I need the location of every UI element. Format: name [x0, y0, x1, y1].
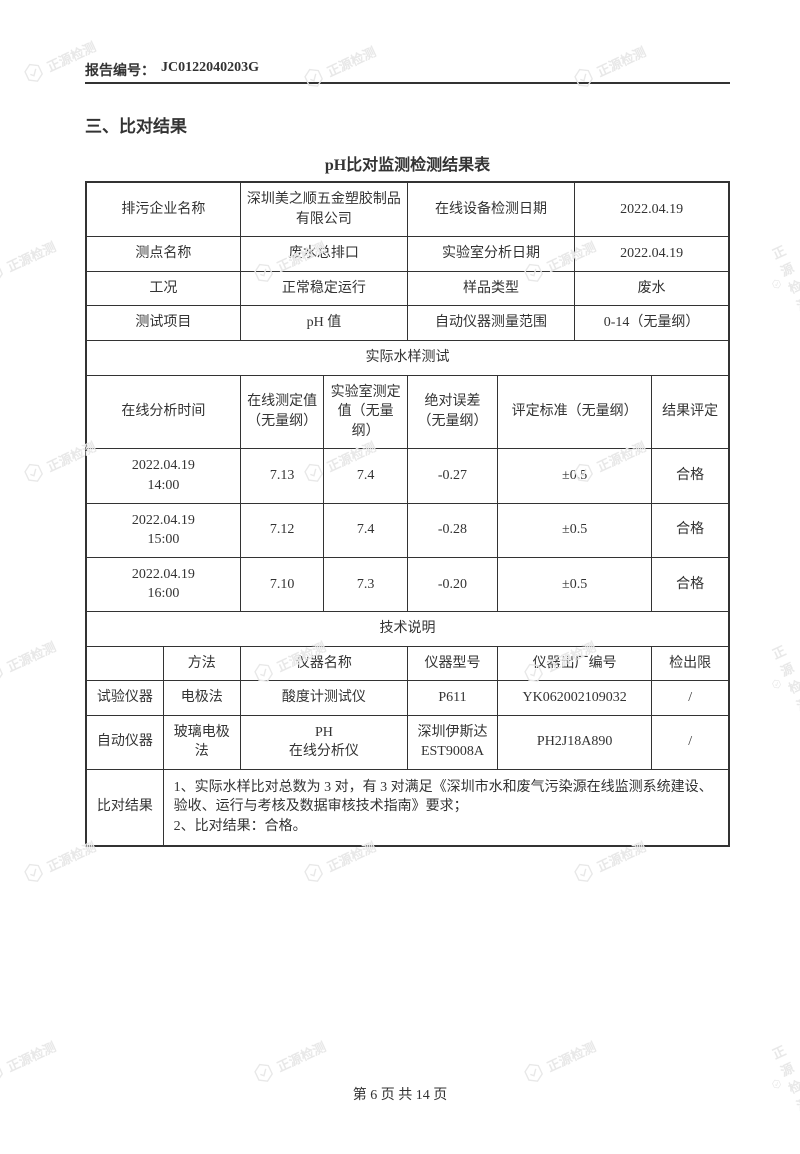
tech-row: 自动仪器 玻璃电极法 PH 在线分析仪 深圳伊斯达 EST9008A PH2J1… [86, 715, 729, 769]
test-row: 2022.04.19 15:00 7.12 7.4 -0.28 ±0.5 合格 [86, 503, 729, 557]
subsection-title: 实际水样测试 [86, 340, 729, 375]
watermark: 正源检测 [756, 1035, 800, 1120]
cell: P611 [407, 681, 497, 716]
test-header-row: 在线分析时间 在线测定值（无量纲） 实验室测定值（无量纲） 绝对误差（无量纲） … [86, 375, 729, 449]
conclusion-text: 1、实际水样比对总数为 3 对，有 3 对满足《深圳市水和废气污染源在线监测系统… [163, 769, 729, 845]
table-title: pH比对监测检测结果表 [85, 151, 730, 175]
info-label: 自动仪器测量范围 [407, 306, 574, 341]
cell: 7.13 [240, 449, 324, 503]
info-label: 实验室分析日期 [407, 237, 574, 272]
cell: 2022.04.19 14:00 [86, 449, 240, 503]
cell: ±0.5 [497, 557, 651, 611]
cell: -0.20 [407, 557, 497, 611]
watermark: 正源检测 [519, 1035, 599, 1088]
cell: 7.4 [324, 449, 408, 503]
info-label: 样品类型 [407, 271, 574, 306]
info-value: 废水总排口 [240, 237, 407, 272]
report-header: 报告编号： JC0122040203G [85, 60, 730, 84]
cell: 合格 [652, 503, 729, 557]
blank [86, 646, 163, 681]
cell: YK062002109032 [497, 681, 651, 716]
section-title: 三、比对结果 [85, 112, 730, 137]
cell: PH2J18A890 [497, 715, 651, 769]
page-footer: 第 6 页 共 14 页 [0, 1084, 800, 1104]
watermark: 正源检测 [249, 1035, 329, 1088]
watermark: 正源检测 [756, 635, 800, 720]
col-header: 在线分析时间 [86, 375, 240, 449]
col-header: 仪器出厂编号 [497, 646, 651, 681]
watermark: 正源检测 [0, 635, 59, 688]
cell: / [652, 715, 729, 769]
conclusion-label: 比对结果 [86, 769, 163, 845]
info-row: 排污企业名称 深圳美之顺五金塑胶制品有限公司 在线设备检测日期 2022.04.… [86, 182, 729, 237]
col-header: 仪器型号 [407, 646, 497, 681]
cell: 深圳伊斯达 EST9008A [407, 715, 497, 769]
watermark: 正源检测 [0, 1035, 59, 1088]
info-label: 在线设备检测日期 [407, 182, 574, 237]
cell: ±0.5 [497, 503, 651, 557]
info-value: 0-14（无量纲） [575, 306, 729, 341]
cell: 7.12 [240, 503, 324, 557]
cell: 电极法 [163, 681, 240, 716]
info-row: 工况 正常稳定运行 样品类型 废水 [86, 271, 729, 306]
report-number-value: JC0122040203G [161, 60, 259, 80]
tech-header-row: 方法 仪器名称 仪器型号 仪器出厂编号 检出限 [86, 646, 729, 681]
test-row: 2022.04.19 14:00 7.13 7.4 -0.27 ±0.5 合格 [86, 449, 729, 503]
conclusion-row: 比对结果 1、实际水样比对总数为 3 对，有 3 对满足《深圳市水和废气污染源在… [86, 769, 729, 845]
info-value: 2022.04.19 [575, 237, 729, 272]
report-number-label: 报告编号： [85, 60, 155, 80]
results-table: 排污企业名称 深圳美之顺五金塑胶制品有限公司 在线设备检测日期 2022.04.… [85, 181, 730, 847]
col-header: 结果评定 [652, 375, 729, 449]
watermark: 正源检测 [0, 235, 59, 288]
cell: 合格 [652, 557, 729, 611]
col-header: 实验室测定值（无量纲） [324, 375, 408, 449]
cell: 2022.04.19 15:00 [86, 503, 240, 557]
cell: 7.3 [324, 557, 408, 611]
cell: -0.27 [407, 449, 497, 503]
cell: -0.28 [407, 503, 497, 557]
info-row: 测点名称 废水总排口 实验室分析日期 2022.04.19 [86, 237, 729, 272]
col-header: 在线测定值（无量纲） [240, 375, 324, 449]
info-row: 测试项目 pH 值 自动仪器测量范围 0-14（无量纲） [86, 306, 729, 341]
cell: 2022.04.19 16:00 [86, 557, 240, 611]
row-label: 自动仪器 [86, 715, 163, 769]
cell: / [652, 681, 729, 716]
info-value: pH 值 [240, 306, 407, 341]
cell: 7.4 [324, 503, 408, 557]
info-value: 深圳美之顺五金塑胶制品有限公司 [240, 182, 407, 237]
cell: ±0.5 [497, 449, 651, 503]
info-label: 排污企业名称 [86, 182, 240, 237]
col-header: 检出限 [652, 646, 729, 681]
info-label: 测点名称 [86, 237, 240, 272]
info-value: 2022.04.19 [575, 182, 729, 237]
cell: 合格 [652, 449, 729, 503]
tech-row: 试验仪器 电极法 酸度计测试仪 P611 YK062002109032 / [86, 681, 729, 716]
watermark: 正源检测 [756, 235, 800, 320]
cell: PH 在线分析仪 [240, 715, 407, 769]
test-row: 2022.04.19 16:00 7.10 7.3 -0.20 ±0.5 合格 [86, 557, 729, 611]
col-header: 绝对误差（无量纲） [407, 375, 497, 449]
subsection-title: 技术说明 [86, 611, 729, 646]
col-header: 评定标准（无量纲） [497, 375, 651, 449]
info-label: 工况 [86, 271, 240, 306]
col-header: 仪器名称 [240, 646, 407, 681]
cell: 酸度计测试仪 [240, 681, 407, 716]
info-value: 废水 [575, 271, 729, 306]
info-label: 测试项目 [86, 306, 240, 341]
row-label: 试验仪器 [86, 681, 163, 716]
cell: 7.10 [240, 557, 324, 611]
cell: 玻璃电极法 [163, 715, 240, 769]
col-header: 方法 [163, 646, 240, 681]
info-value: 正常稳定运行 [240, 271, 407, 306]
